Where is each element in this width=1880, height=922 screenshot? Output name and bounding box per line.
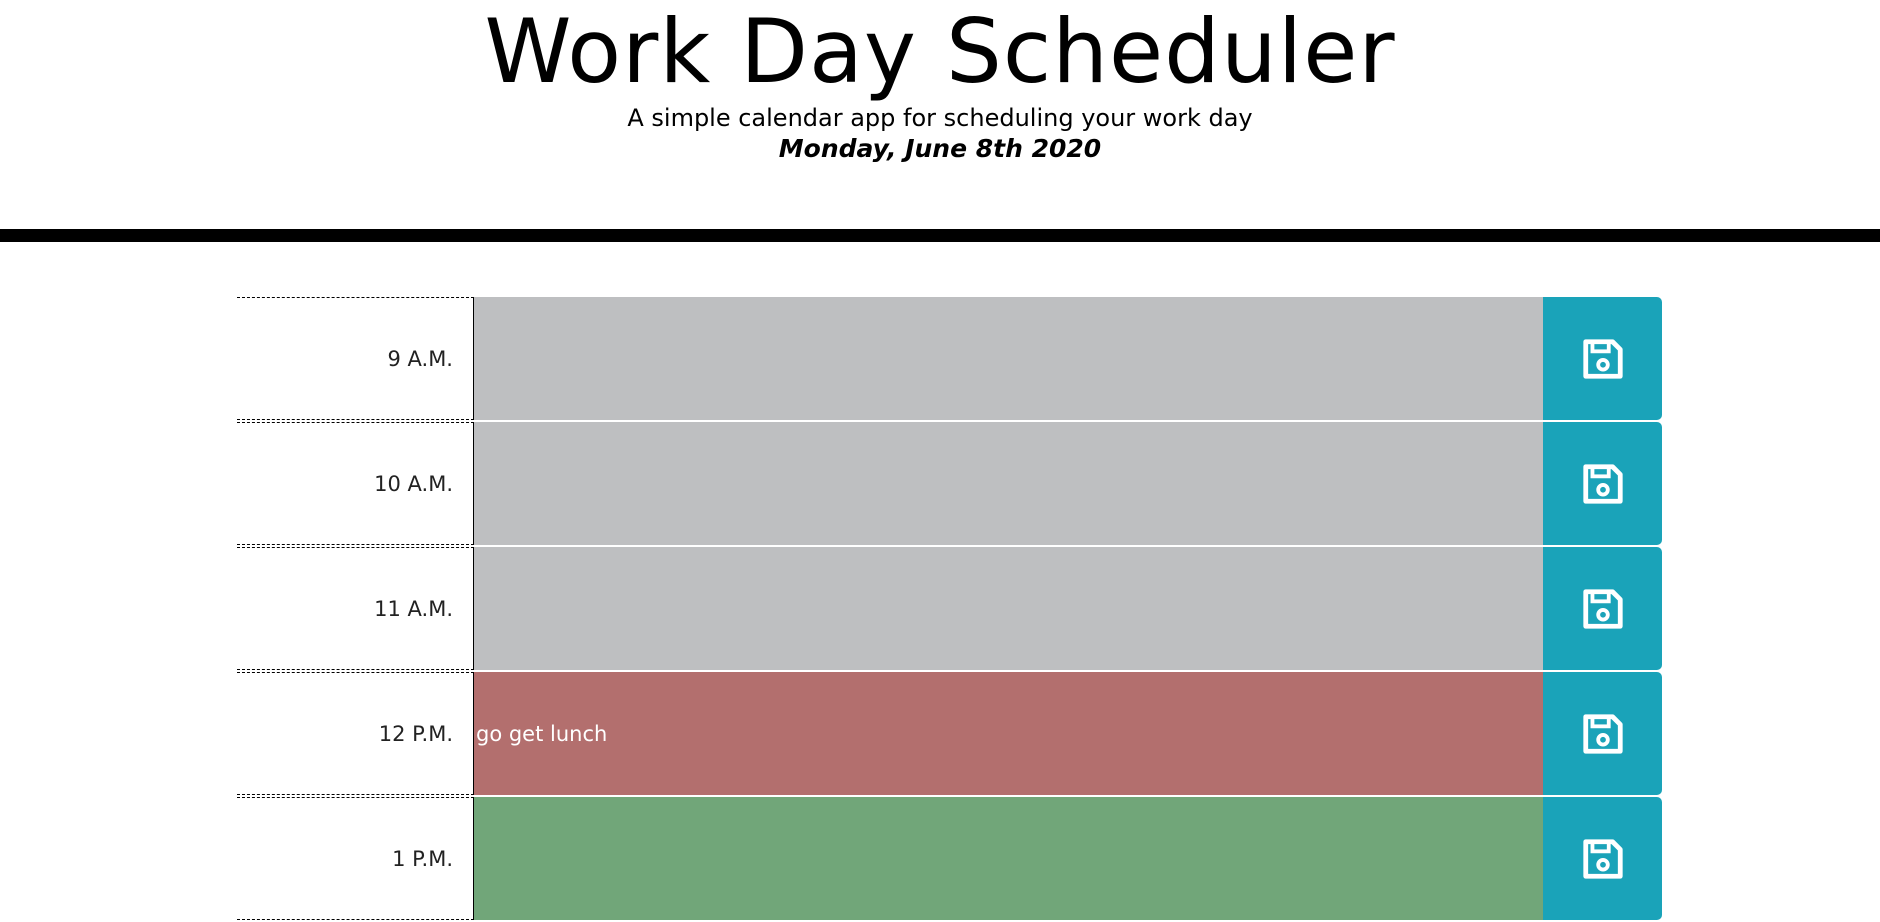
save-icon	[1580, 586, 1626, 632]
time-block-row: 11 A.M.	[237, 547, 1662, 670]
page-header: Work Day Scheduler A simple calendar app…	[0, 0, 1880, 242]
hour-label: 12 P.M.	[237, 672, 474, 795]
time-block-row: 9 A.M.	[237, 297, 1662, 420]
save-icon	[1580, 461, 1626, 507]
event-description-input[interactable]	[474, 422, 1543, 545]
time-block-row: 12 P.M. go get lunch	[237, 672, 1662, 795]
time-block-list: 9 A.M. 10 A.M. 11	[237, 297, 1662, 922]
hour-label: 1 P.M.	[237, 797, 474, 920]
page-subtitle: A simple calendar app for scheduling you…	[627, 104, 1253, 132]
hour-label: 10 A.M.	[237, 422, 474, 545]
event-description-input[interactable]	[474, 297, 1543, 420]
page-title: Work Day Scheduler	[484, 0, 1396, 103]
current-day: Monday, June 8th 2020	[778, 134, 1102, 163]
time-block-row: 1 P.M.	[237, 797, 1662, 920]
event-description-input[interactable]	[474, 547, 1543, 670]
save-button[interactable]	[1543, 297, 1662, 420]
save-icon	[1580, 336, 1626, 382]
save-button[interactable]	[1543, 422, 1662, 545]
hour-label: 9 A.M.	[237, 297, 474, 420]
event-description-input[interactable]	[474, 797, 1543, 920]
event-description-input[interactable]: go get lunch	[474, 672, 1543, 795]
save-button[interactable]	[1543, 672, 1662, 795]
save-button[interactable]	[1543, 547, 1662, 670]
hour-label: 11 A.M.	[237, 547, 474, 670]
save-icon	[1580, 711, 1626, 757]
time-block-row: 10 A.M.	[237, 422, 1662, 545]
save-button[interactable]	[1543, 797, 1662, 920]
save-icon	[1580, 836, 1626, 882]
